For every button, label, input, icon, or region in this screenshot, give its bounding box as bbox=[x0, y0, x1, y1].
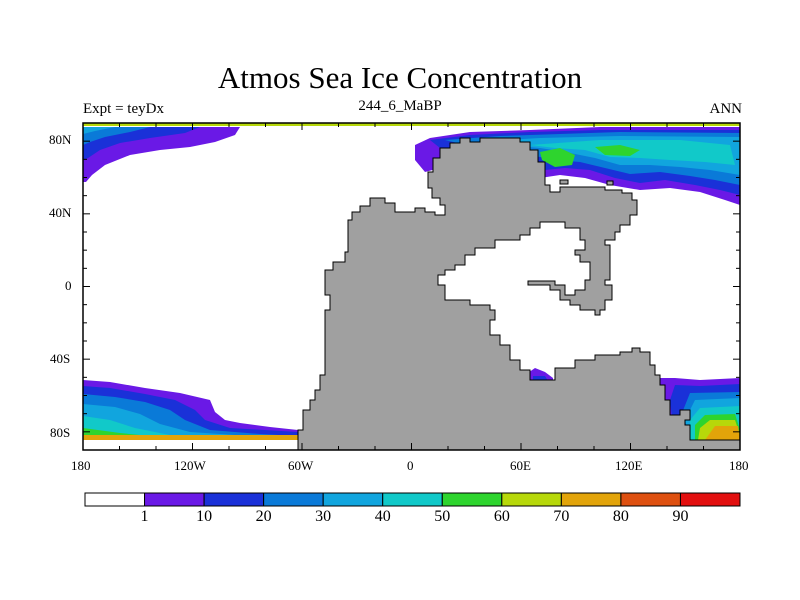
lon-tick-60w: 60W bbox=[288, 458, 314, 473]
colorbar bbox=[84, 492, 741, 507]
colorbar-swatch bbox=[560, 492, 622, 507]
lat-tick-40n: 40N bbox=[49, 205, 72, 220]
period-label: 244_6_MaBP bbox=[358, 98, 442, 114]
colorbar-label: 60 bbox=[493, 508, 510, 525]
map-title: Atmos Sea Ice Concentration bbox=[217, 60, 583, 95]
arctic-ice-left bbox=[83, 127, 240, 182]
colorbar-swatch bbox=[144, 492, 205, 507]
colorbar-swatch bbox=[322, 492, 384, 507]
season-label: ANN bbox=[709, 101, 743, 117]
colorbar-swatch bbox=[501, 492, 562, 507]
colorbar-swatch bbox=[441, 492, 503, 507]
colorbar-label: 1 bbox=[140, 508, 149, 525]
lat-tick-80s: 80S bbox=[50, 425, 71, 440]
experiment-label: Expt = teyDx bbox=[83, 101, 164, 117]
lat-tick-80n: 80N bbox=[49, 132, 72, 147]
antarctic-ice-left bbox=[83, 380, 298, 440]
colorbar-label: 10 bbox=[196, 508, 213, 525]
colorbar-label: 50 bbox=[434, 508, 451, 525]
colorbar-swatch bbox=[620, 492, 681, 507]
lon-tick-180w: 180 bbox=[71, 458, 91, 473]
colorbar-label: 80 bbox=[612, 508, 629, 525]
colorbar-swatch bbox=[203, 492, 265, 507]
lon-tick-180e: 180 bbox=[729, 458, 749, 473]
lon-tick-60e: 60E bbox=[510, 458, 531, 473]
colorbar-label: 90 bbox=[672, 508, 689, 525]
colorbar-swatch bbox=[84, 492, 146, 507]
lon-tick-120w: 120W bbox=[174, 458, 206, 473]
colorbar-label: 30 bbox=[315, 508, 332, 525]
lon-tick-0: 0 bbox=[407, 458, 414, 473]
lat-tick-0: 0 bbox=[65, 278, 72, 293]
colorbar-label: 70 bbox=[553, 508, 570, 525]
colorbar-swatch bbox=[679, 492, 741, 507]
axis-ticks bbox=[82, 122, 741, 451]
lat-tick-40s: 40S bbox=[50, 351, 71, 366]
colorbar-swatch bbox=[382, 492, 443, 507]
pangaea-landmass bbox=[297, 137, 741, 451]
colorbar-label: 20 bbox=[255, 508, 272, 525]
lon-tick-120e: 120E bbox=[615, 458, 643, 473]
colorbar-label: 40 bbox=[374, 508, 391, 525]
colorbar-swatch bbox=[263, 492, 324, 507]
